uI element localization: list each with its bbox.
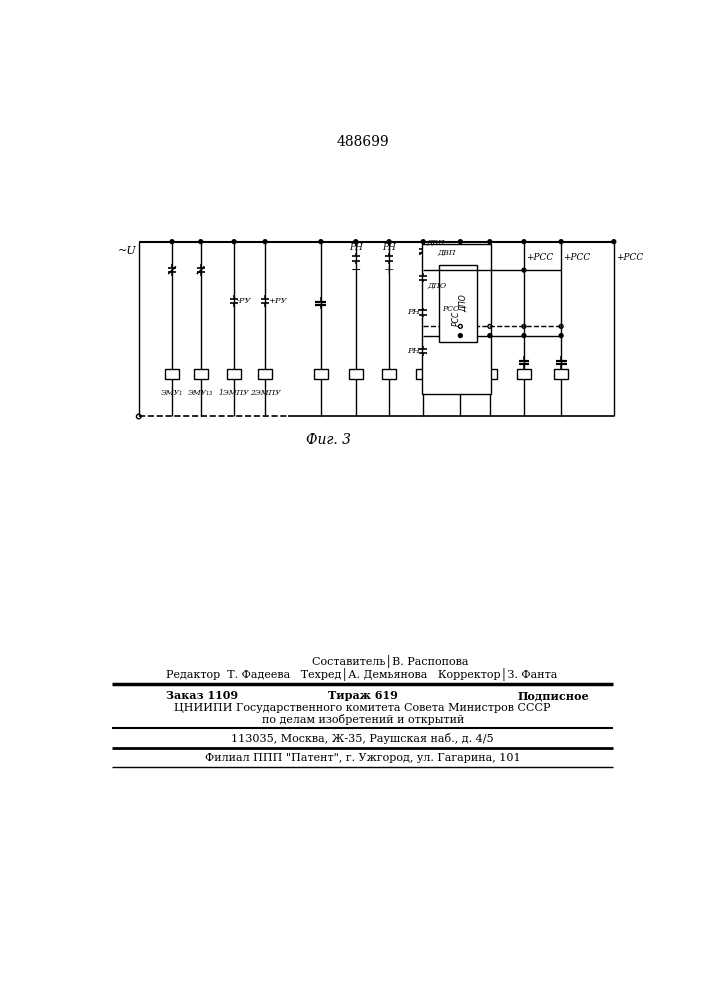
Bar — [227, 369, 241, 379]
Circle shape — [458, 240, 462, 244]
Text: РСС: РСС — [442, 305, 459, 313]
Text: РН: РН — [382, 243, 396, 252]
Text: Фиг. 3: Фиг. 3 — [306, 433, 351, 447]
Text: ЭМУ₁: ЭМУ₁ — [161, 389, 183, 397]
Text: РН: РН — [349, 243, 363, 252]
Circle shape — [319, 240, 323, 244]
Circle shape — [170, 240, 174, 244]
Text: РН: РН — [407, 308, 420, 316]
Text: ~U: ~U — [117, 246, 136, 256]
Circle shape — [488, 240, 492, 244]
Circle shape — [559, 334, 563, 338]
Circle shape — [458, 334, 462, 338]
Circle shape — [263, 240, 267, 244]
Circle shape — [387, 240, 391, 244]
Text: Редактор  Т. Фадеева   Техред│А. Демьянова   Корректор│З. Фанта: Редактор Т. Фадеева Техред│А. Демьянова … — [166, 668, 558, 681]
Text: ДПО: ДПО — [427, 282, 446, 290]
Text: 113035, Москва, Ж-35, Раушская наб., д. 4/5: 113035, Москва, Ж-35, Раушская наб., д. … — [231, 733, 494, 744]
Text: ДПО: ДПО — [459, 294, 468, 312]
Circle shape — [421, 240, 425, 244]
Text: +РСС: +РСС — [526, 253, 554, 262]
Bar — [194, 369, 208, 379]
Bar — [258, 369, 272, 379]
Text: по делам изобретений и открытий: по делам изобретений и открытий — [262, 714, 464, 725]
Bar — [165, 369, 179, 379]
Circle shape — [559, 240, 563, 244]
Bar — [438, 265, 477, 342]
Bar — [421, 244, 491, 394]
Text: -РУ: -РУ — [237, 297, 252, 305]
Circle shape — [354, 240, 358, 244]
Bar — [483, 369, 497, 379]
Text: +: + — [384, 264, 395, 277]
Text: Подписное: Подписное — [518, 690, 589, 701]
Text: РСС: РСС — [452, 311, 461, 326]
Bar — [382, 369, 396, 379]
Circle shape — [199, 240, 203, 244]
Bar — [554, 369, 568, 379]
Circle shape — [522, 334, 526, 338]
Text: Тираж 619: Тираж 619 — [328, 690, 397, 701]
Circle shape — [522, 240, 526, 244]
Text: −: − — [351, 264, 361, 277]
Circle shape — [612, 240, 616, 244]
Circle shape — [522, 268, 526, 272]
Text: Составитель│В. Распопова: Составитель│В. Распопова — [312, 655, 469, 668]
Bar — [453, 369, 467, 379]
Text: ЭМУ₁₃: ЭМУ₁₃ — [188, 389, 214, 397]
Text: ЦНИИПИ Государственного комитета Совета Министров СССР: ЦНИИПИ Государственного комитета Совета … — [175, 703, 551, 713]
Bar — [517, 369, 531, 379]
Text: Филиал ППП "Патент", г. Ужгород, ул. Гагарина, 101: Филиал ППП "Патент", г. Ужгород, ул. Гаг… — [205, 753, 520, 763]
Text: +РУ: +РУ — [268, 297, 287, 305]
Text: ДВП: ДВП — [437, 248, 455, 256]
Text: Заказ 1109: Заказ 1109 — [166, 690, 238, 701]
Bar — [314, 369, 328, 379]
Text: 488699: 488699 — [337, 135, 389, 149]
Text: РН: РН — [407, 347, 420, 355]
Text: 1ЭМПУ: 1ЭМПУ — [218, 389, 250, 397]
Text: 2ЭМПУ: 2ЭМПУ — [250, 389, 281, 397]
Text: +РСС: +РСС — [616, 253, 643, 262]
Bar — [349, 369, 363, 379]
Bar — [416, 369, 430, 379]
Circle shape — [488, 334, 492, 338]
Circle shape — [232, 240, 236, 244]
Text: +РСС: +РСС — [563, 253, 591, 262]
Text: ДВП: ДВП — [426, 239, 445, 247]
